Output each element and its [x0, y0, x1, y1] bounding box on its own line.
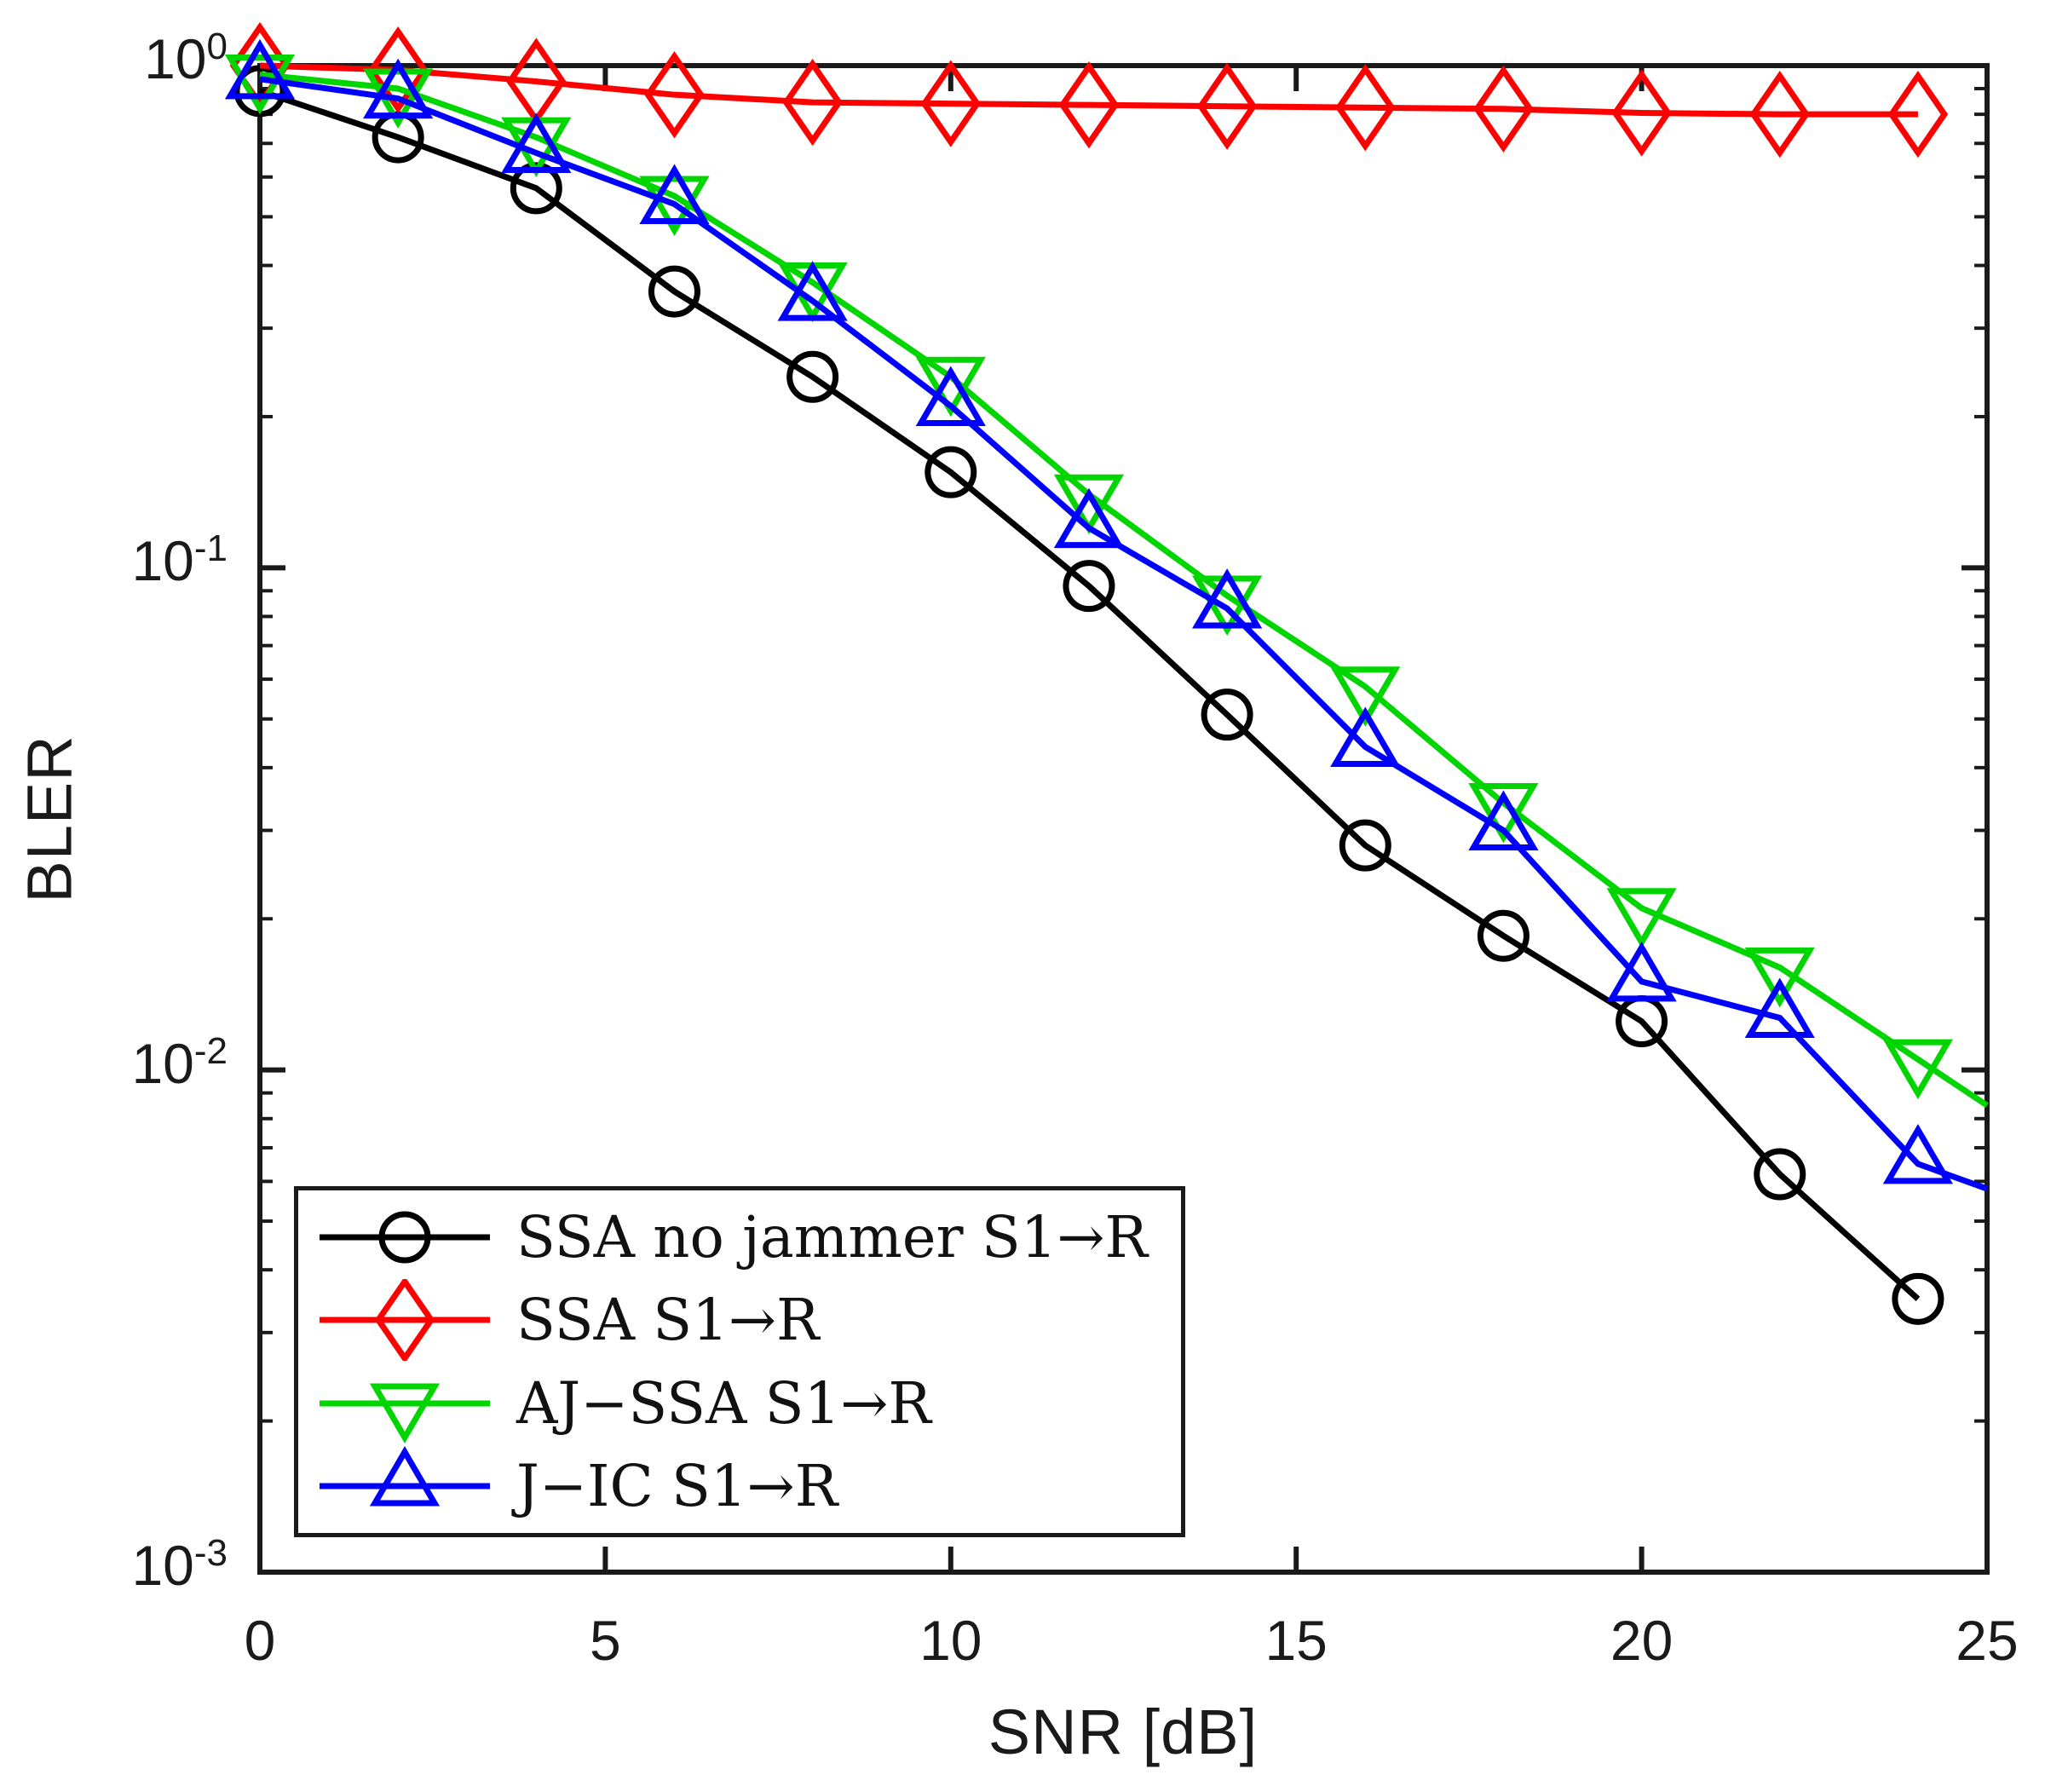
- series-line: [259, 62, 1918, 118]
- series-1: [229, 21, 1949, 158]
- triangle-up-marker-icon: [777, 261, 848, 321]
- legend-item-label: SSA S1→R: [516, 1287, 820, 1354]
- diamond-legend-sample: [320, 1279, 490, 1362]
- triangle-up-marker-icon: [1744, 977, 1815, 1038]
- series-0: [233, 65, 1944, 1325]
- x-tick-label: 20: [1610, 1609, 1673, 1672]
- triangle-down-marker-icon: [1053, 474, 1125, 535]
- diamond-marker-icon: [1749, 70, 1811, 158]
- triangle-down-marker-icon: [1882, 1039, 1954, 1100]
- triangle-up-marker-icon: [369, 1446, 441, 1507]
- y-tick-label: 10-1: [131, 527, 228, 593]
- legend: SSA no jammer S1→R SSA S1→R AJ−SSA S1→R J−I…: [294, 1186, 1185, 1537]
- x-tick-label: 5: [590, 1609, 621, 1672]
- circle-marker-icon: [1063, 560, 1115, 613]
- series-line: [259, 76, 1989, 1192]
- legend-item-1: SSA S1→R: [298, 1279, 1181, 1362]
- triangle-down-marker-icon: [1468, 782, 1539, 844]
- triangle-up-marker-icon: [1330, 706, 1401, 767]
- triangle-down-marker-icon: [369, 1383, 441, 1443]
- legend-item-label: SSA no jammer S1→R: [516, 1203, 1148, 1271]
- diamond-marker-icon: [644, 51, 705, 139]
- series-3: [224, 38, 1989, 1192]
- triangle-up-marker-icon: [1882, 1123, 1954, 1184]
- y-tick-label: 10-2: [131, 1029, 228, 1095]
- diamond-marker-icon: [1887, 70, 1949, 158]
- legend-item-0: SSA no jammer S1→R: [298, 1196, 1181, 1278]
- diamond-marker-icon: [1473, 65, 1534, 153]
- triangle-down-legend-sample: [320, 1383, 490, 1443]
- diamond-marker-icon: [367, 26, 429, 114]
- diamond-marker-icon: [1058, 61, 1120, 149]
- triangle-up-marker-icon: [1053, 487, 1125, 549]
- circle-legend-sample: [320, 1211, 490, 1264]
- x-tick-label: 0: [244, 1609, 276, 1672]
- triangle-up-marker-icon: [639, 164, 710, 224]
- circle-marker-icon: [648, 265, 700, 318]
- triangle-down-marker-icon: [1744, 947, 1815, 1008]
- circle-marker-icon: [1754, 1148, 1806, 1201]
- x-tick-label: 10: [919, 1609, 982, 1672]
- triangle-up-marker-icon: [1606, 941, 1677, 1002]
- circle-marker-icon: [378, 1211, 431, 1264]
- triangle-down-marker-icon: [1606, 888, 1677, 948]
- y-tick-label: 100: [144, 26, 228, 90]
- triangle-up-legend-sample: [320, 1446, 490, 1507]
- triangle-down-marker-icon: [777, 262, 848, 323]
- legend-item-3: J−IC S1→R: [298, 1445, 1181, 1527]
- triangle-down-marker-icon: [915, 356, 986, 418]
- triangle-up-marker-icon: [501, 112, 572, 173]
- x-tick-label: 25: [1956, 1609, 2019, 1672]
- x-tick-label: 15: [1264, 1609, 1328, 1672]
- legend-item-2: AJ−SSA S1→R: [298, 1363, 1181, 1444]
- series-line: [258, 88, 1921, 1301]
- diamond-marker-icon: [374, 1279, 435, 1362]
- circle-marker-icon: [786, 350, 839, 403]
- circle-marker-icon: [925, 446, 977, 498]
- y-tick-label: 10-3: [131, 1532, 228, 1597]
- circle-marker-icon: [1201, 689, 1253, 741]
- legend-item-label: AJ−SSA S1→R: [516, 1369, 931, 1437]
- plot-box: [257, 63, 1990, 1575]
- circle-marker-icon: [1477, 909, 1529, 962]
- diamond-marker-icon: [920, 60, 982, 147]
- diamond-marker-icon: [1611, 69, 1672, 157]
- circle-marker-icon: [1892, 1272, 1944, 1325]
- y-axis-label: BLER: [14, 735, 85, 903]
- diamond-marker-icon: [1196, 62, 1258, 150]
- triangle-up-marker-icon: [363, 58, 434, 119]
- x-axis-label: SNR [dB]: [988, 1697, 1259, 1767]
- triangle-up-marker-icon: [1468, 790, 1539, 850]
- circle-marker-icon: [1339, 819, 1391, 872]
- triangle-up-marker-icon: [224, 38, 296, 100]
- series-line: [259, 71, 1989, 1109]
- diamond-marker-icon: [1335, 64, 1396, 152]
- circle-marker-icon: [510, 162, 562, 215]
- triangle-down-marker-icon: [1192, 575, 1263, 636]
- triangle-up-marker-icon: [915, 366, 986, 426]
- diamond-marker-icon: [782, 58, 843, 147]
- triangle-up-marker-icon: [1192, 568, 1263, 629]
- triangle-down-marker-icon: [639, 176, 710, 236]
- triangle-down-marker-icon: [1330, 666, 1401, 727]
- legend-item-label: J−IC S1→R: [516, 1453, 838, 1520]
